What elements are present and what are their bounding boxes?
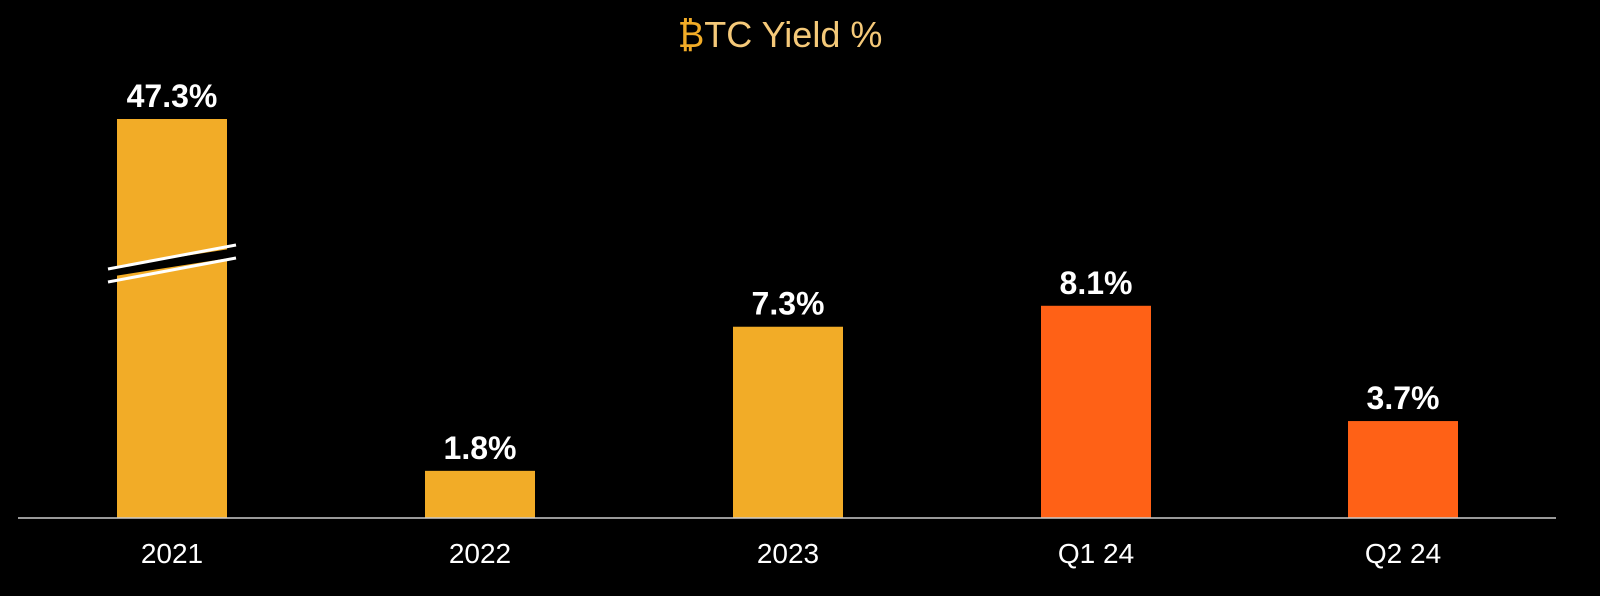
bars-group [117, 119, 1458, 518]
bar-2022 [425, 470, 535, 518]
value-label-q1-24: 8.1% [1060, 265, 1133, 301]
x-tick-label-2023: 2023 [757, 538, 819, 569]
chart-title: ₿TC Yield % [678, 14, 883, 55]
bar-2023 [733, 326, 843, 518]
x-tick-label-2022: 2022 [449, 538, 511, 569]
value-label-2023: 7.3% [752, 286, 825, 322]
value-label-q2-24: 3.7% [1367, 380, 1440, 416]
bar-q1-24 [1041, 305, 1151, 518]
value-label-2021: 47.3% [127, 78, 218, 114]
x-tick-label-q2-24: Q2 24 [1365, 538, 1441, 569]
value-label-2022: 1.8% [444, 430, 517, 466]
break-line-upper [107, 243, 237, 271]
x-tick-labels-group: 2021 2022 2023 Q1 24 Q2 24 [141, 538, 1441, 569]
title-bitcoin-symbol: ₿ [678, 14, 705, 55]
axis-break-marks [107, 243, 237, 284]
value-labels-group: 47.3% 1.8% 7.3% 8.1% 3.7% [127, 78, 1440, 466]
break-line-lower [107, 256, 237, 284]
title-label: TC Yield % [704, 14, 882, 55]
bar-q2-24 [1348, 421, 1458, 518]
x-tick-label-q1-24: Q1 24 [1058, 538, 1134, 569]
break-gap [108, 248, 236, 277]
x-tick-label-2021: 2021 [141, 538, 203, 569]
bar-2021 [117, 119, 227, 518]
